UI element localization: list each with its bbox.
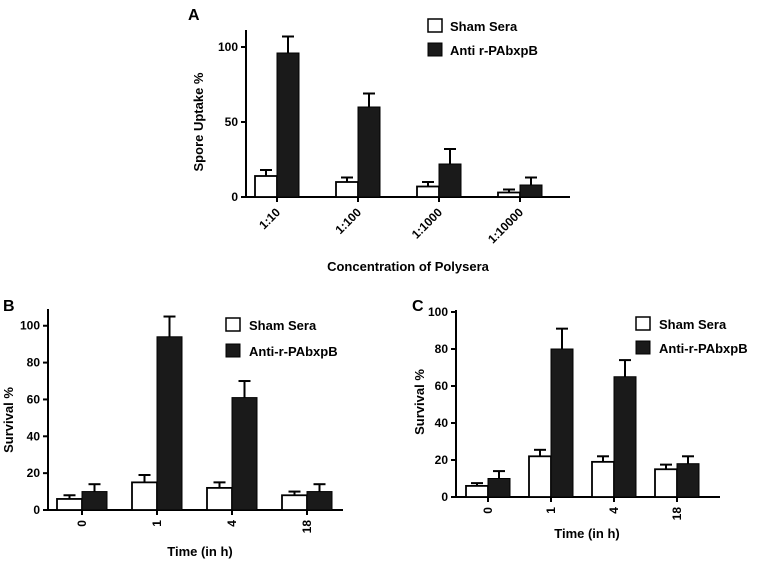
panel-b: B Survival % Time (in h) Sham Sera Anti-… [1,298,343,559]
panel-b-y-tick-label: 80 [27,356,41,370]
panel-b-x-tick-label: 18 [300,520,314,534]
panel-a-legend-swatch-sham [427,18,443,33]
panel-b-x-tick-label: 4 [225,520,239,527]
panel-a-legend-swatch-anti [427,42,443,57]
panel-c: C Survival % Time (in h) Sham Sera Anti-… [412,298,748,541]
panel-b-bar-sham-0 [56,498,83,511]
panel-c-x-tick-label: 18 [670,507,684,521]
panel-b-legend-swatch-sham [225,317,241,332]
panel-c-bar-anti-3 [676,463,700,498]
panel-c-bar-sham-0 [465,484,489,498]
panel-a-bar-sham-1 [335,181,359,198]
panel-a-x-tick-label: 1:10 [256,205,283,232]
panel-c-y-tick-label: 60 [435,379,449,393]
panel-b-bar-anti-3 [306,491,333,511]
panel-a-x-axis-title: Concentration of Polysera [327,259,490,274]
panel-a-label: A [188,7,200,24]
panel-a-bar-anti-1 [357,106,381,198]
panel-c-legend-label-anti: Anti-r-PAbxpB [659,341,748,356]
panel-c-bar-sham-2 [591,460,615,498]
panel-b-y-tick-label: 40 [27,429,41,443]
panel-b-bar-sham-2 [206,486,233,511]
panel-a-bar-sham-2 [416,185,440,198]
panel-a-bar-sham-3 [497,191,521,198]
panel-b-y-tick-label: 0 [33,503,40,517]
panel-b-label: B [3,298,15,315]
panel-a-bar-anti-2 [438,163,462,198]
panel-a-x-tick-label: 1:10000 [485,205,526,246]
panel-a-y-axis-title: Spore Uptake % [191,72,206,171]
panel-b-bar-anti-2 [231,397,258,511]
panel-c-y-tick-label: 80 [435,342,449,356]
panel-c-x-tick-label: 1 [544,507,558,514]
panel-b-legend-label-sham: Sham Sera [249,318,317,333]
panel-c-x-axis-title: Time (in h) [554,526,619,541]
panel-c-x-tick-label: 4 [607,507,621,514]
panel-b-legend-swatch-anti [225,343,241,358]
panel-b-y-tick-label: 20 [27,466,41,480]
panel-b-x-axis-title: Time (in h) [167,544,232,559]
panel-c-bar-sham-1 [528,455,552,498]
panel-b-bar-sham-1 [131,481,158,511]
panel-b-bar-anti-0 [81,491,108,511]
panel-b-legend-label-anti: Anti-r-PAbxpB [249,344,338,359]
panel-a-bar-anti-3 [519,184,543,198]
panel-b-x-tick-label: 0 [75,520,89,527]
panel-a-x-tick-label: 1:100 [333,205,365,237]
panel-c-y-tick-label: 100 [428,305,448,319]
panel-c-y-tick-label: 20 [435,453,449,467]
panel-a: A Spore Uptake % Concentration of Polyse… [188,7,570,274]
panel-c-legend-label-sham: Sham Sera [659,317,727,332]
panel-c-bar-anti-0 [487,478,511,498]
panel-c-legend: Sham Sera Anti-r-PAbxpB [635,316,748,356]
panel-c-bar-anti-1 [550,348,574,498]
panel-a-legend-label-anti: Anti r-PAbxpB [450,43,538,58]
panel-b-bar-anti-1 [156,336,183,511]
panel-c-y-tick-label: 40 [435,416,449,430]
panel-b-legend: Sham Sera Anti-r-PAbxpB [225,317,338,359]
panel-a-x-tick-label: 1:1000 [409,205,446,242]
panel-a-y-tick-label: 100 [218,40,238,54]
panel-b-y-axis-title: Survival % [1,387,16,453]
panel-c-y-tick-label: 0 [441,490,448,504]
panel-a-legend: Sham Sera Anti r-PAbxpB [427,18,538,58]
panel-b-y-tick-label: 100 [20,319,40,333]
panel-a-bar-anti-0 [276,52,300,198]
panel-c-legend-swatch-anti [635,340,651,355]
panel-c-bar-anti-2 [613,376,637,498]
panel-c-legend-swatch-sham [635,316,651,331]
panel-a-y-tick-label: 50 [225,115,239,129]
panel-a-bar-sham-0 [254,175,278,198]
panel-b-x-tick-label: 1 [150,520,164,527]
panel-b-y-tick-label: 60 [27,392,41,406]
panel-b-bar-sham-3 [281,494,308,511]
panel-a-y-tick-label: 0 [231,190,238,204]
panel-c-x-tick-label: 0 [481,507,495,514]
panel-c-label: C [412,298,424,315]
panel-a-legend-label-sham: Sham Sera [450,19,518,34]
panel-c-y-axis-title: Survival % [412,369,427,435]
panel-c-bar-sham-3 [654,468,678,498]
